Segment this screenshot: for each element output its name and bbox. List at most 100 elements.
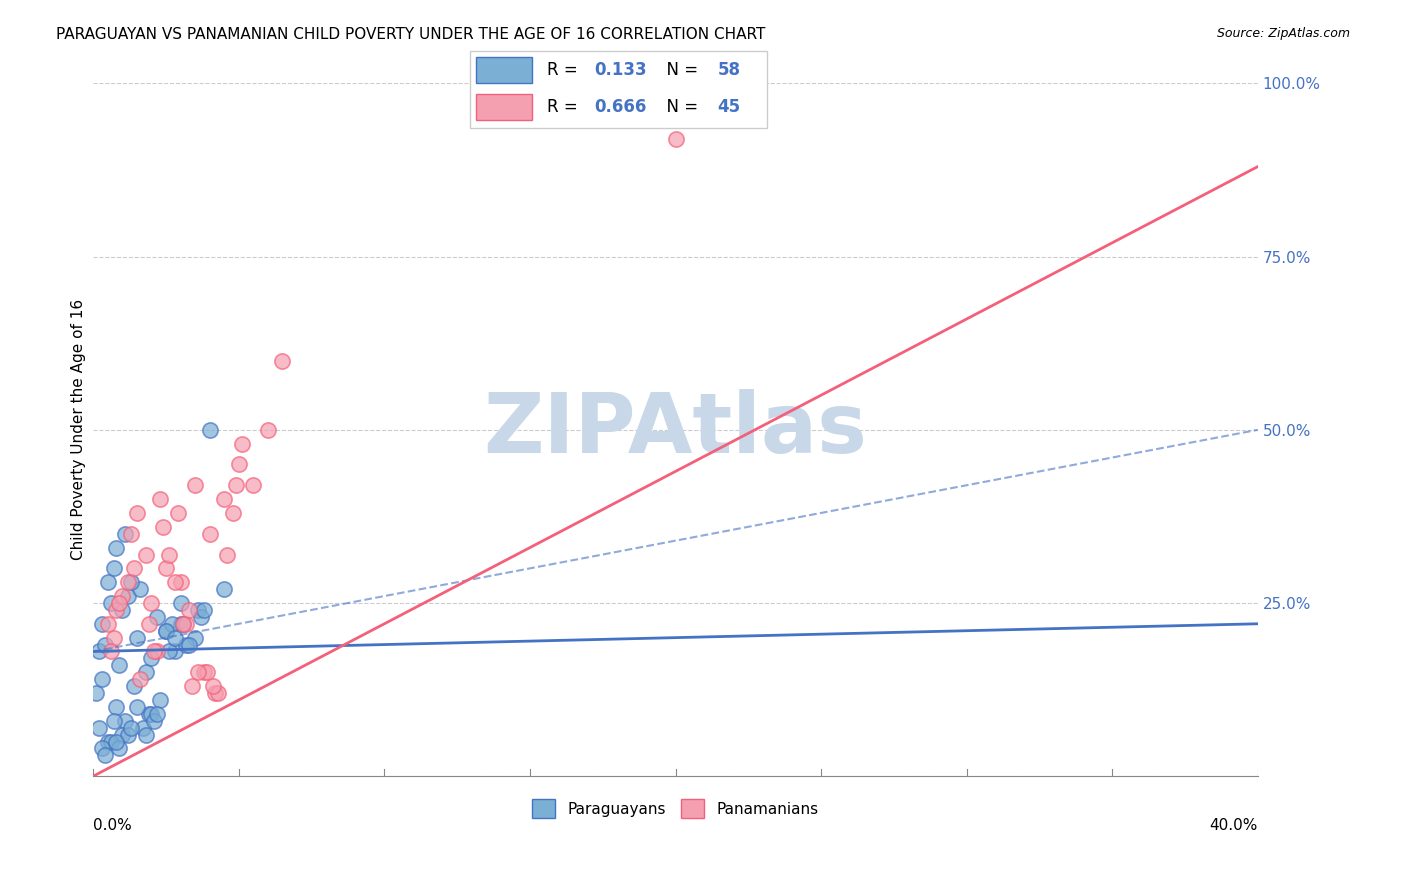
Text: 58: 58 bbox=[717, 61, 741, 78]
Point bbox=[176, 616, 198, 631]
Point bbox=[84, 686, 107, 700]
Text: ZIPAtlas: ZIPAtlas bbox=[484, 389, 868, 470]
Legend: Paraguayans, Panamanians: Paraguayans, Panamanians bbox=[526, 793, 825, 824]
Point bbox=[128, 672, 150, 686]
Point bbox=[228, 458, 250, 472]
Point bbox=[179, 603, 201, 617]
Point bbox=[160, 616, 183, 631]
Point bbox=[179, 638, 201, 652]
Point bbox=[143, 644, 166, 658]
Point bbox=[87, 721, 110, 735]
Point bbox=[271, 353, 294, 368]
Point bbox=[108, 596, 131, 610]
Point bbox=[94, 748, 117, 763]
Point bbox=[169, 575, 191, 590]
Point bbox=[187, 603, 209, 617]
Point bbox=[141, 596, 163, 610]
Point bbox=[128, 582, 150, 596]
Point bbox=[100, 644, 122, 658]
Point bbox=[90, 672, 112, 686]
Point bbox=[198, 423, 221, 437]
Point bbox=[131, 721, 153, 735]
Y-axis label: Child Poverty Under the Age of 16: Child Poverty Under the Age of 16 bbox=[72, 299, 86, 560]
Point bbox=[146, 706, 169, 721]
Point bbox=[105, 541, 128, 555]
Text: N =: N = bbox=[655, 98, 703, 116]
Point bbox=[222, 506, 245, 520]
Point bbox=[157, 548, 180, 562]
Text: N =: N = bbox=[655, 61, 703, 78]
Point bbox=[176, 638, 198, 652]
Point bbox=[231, 436, 253, 450]
Point bbox=[217, 548, 239, 562]
Point bbox=[117, 575, 139, 590]
Point bbox=[169, 616, 191, 631]
Point bbox=[190, 610, 212, 624]
Point bbox=[135, 665, 157, 680]
Point bbox=[111, 603, 134, 617]
Point bbox=[184, 478, 207, 492]
Point bbox=[664, 132, 686, 146]
FancyBboxPatch shape bbox=[477, 94, 531, 120]
Point bbox=[122, 561, 145, 575]
Point bbox=[125, 631, 148, 645]
Point bbox=[97, 575, 120, 590]
Point bbox=[225, 478, 247, 492]
Point bbox=[103, 561, 125, 575]
FancyBboxPatch shape bbox=[477, 57, 531, 83]
Text: R =: R = bbox=[547, 61, 583, 78]
Point bbox=[103, 631, 125, 645]
Text: PARAGUAYAN VS PANAMANIAN CHILD POVERTY UNDER THE AGE OF 16 CORRELATION CHART: PARAGUAYAN VS PANAMANIAN CHILD POVERTY U… bbox=[56, 27, 766, 42]
Point bbox=[105, 700, 128, 714]
Point bbox=[138, 706, 160, 721]
Point bbox=[149, 492, 172, 507]
Text: 45: 45 bbox=[717, 98, 741, 116]
Point bbox=[138, 616, 160, 631]
Point bbox=[111, 589, 134, 603]
Point bbox=[111, 728, 134, 742]
Point bbox=[90, 741, 112, 756]
Point bbox=[94, 638, 117, 652]
Point bbox=[108, 741, 131, 756]
Point bbox=[125, 506, 148, 520]
Point bbox=[166, 506, 188, 520]
Point bbox=[257, 423, 280, 437]
Point bbox=[120, 721, 142, 735]
Point bbox=[155, 624, 177, 638]
FancyBboxPatch shape bbox=[470, 51, 768, 128]
Text: R =: R = bbox=[547, 98, 583, 116]
Point bbox=[117, 589, 139, 603]
Point bbox=[201, 679, 224, 693]
Point bbox=[114, 714, 136, 728]
Text: 40.0%: 40.0% bbox=[1209, 818, 1258, 833]
Point bbox=[100, 734, 122, 748]
Point bbox=[105, 603, 128, 617]
Point bbox=[152, 520, 174, 534]
Point bbox=[163, 575, 186, 590]
Point bbox=[146, 644, 169, 658]
Point bbox=[172, 616, 194, 631]
Point bbox=[212, 582, 235, 596]
Point bbox=[114, 526, 136, 541]
Text: 0.0%: 0.0% bbox=[93, 818, 132, 833]
Point bbox=[122, 679, 145, 693]
Point bbox=[212, 492, 235, 507]
Point bbox=[204, 686, 226, 700]
Point bbox=[146, 610, 169, 624]
Point bbox=[198, 526, 221, 541]
Point bbox=[143, 714, 166, 728]
Point bbox=[207, 686, 229, 700]
Point bbox=[117, 728, 139, 742]
Point bbox=[195, 665, 218, 680]
Point bbox=[125, 700, 148, 714]
Point bbox=[169, 596, 191, 610]
Point bbox=[97, 734, 120, 748]
Point bbox=[135, 548, 157, 562]
Point bbox=[97, 616, 120, 631]
Point bbox=[120, 575, 142, 590]
Point bbox=[157, 644, 180, 658]
Text: 0.133: 0.133 bbox=[593, 61, 647, 78]
Point bbox=[155, 624, 177, 638]
Point bbox=[163, 644, 186, 658]
Point bbox=[184, 631, 207, 645]
